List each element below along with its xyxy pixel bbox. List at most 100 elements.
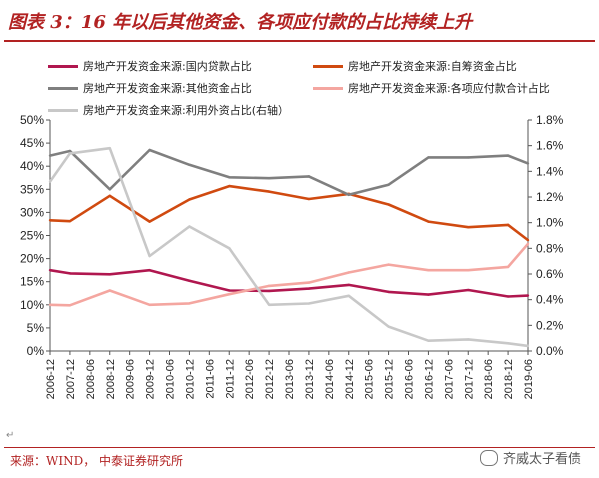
data-point: [526, 344, 530, 348]
legend-swatch: [48, 64, 78, 68]
x-tick-label: 2008-12: [105, 359, 117, 399]
x-tick-label: 2013-06: [284, 359, 296, 399]
data-point: [48, 219, 52, 222]
data-point: [188, 163, 191, 167]
legend-swatch: [48, 86, 78, 90]
data-point: [467, 156, 470, 159]
data-point: [347, 294, 350, 298]
line-chart: 0% 5% 10% 15% 20% 25% 30% 35% 40% 45% 50% 0.0% 0.2% 0…: [20, 113, 564, 399]
data-point: [267, 177, 271, 180]
data-point: [387, 183, 390, 186]
data-point: [228, 292, 231, 296]
data-point: [48, 180, 52, 183]
x-tick-label: 2016-12: [423, 359, 435, 399]
legend-item-self-raised: 房地产开发资金来源:自筹资金占比: [313, 58, 517, 74]
data-point: [526, 294, 530, 297]
data-point: [188, 198, 191, 201]
legend-label: 房地产开发资金来源:利用外资占比(右轴）: [83, 104, 289, 117]
left-tick-label: 45%: [20, 136, 44, 150]
data-point: [526, 162, 530, 165]
data-point: [467, 288, 470, 292]
data-point: [228, 176, 231, 179]
data-point: [506, 295, 510, 298]
data-point: [48, 154, 52, 157]
left-tick-label: 15%: [20, 275, 44, 289]
watermark-text: 齐威太子看债: [503, 452, 582, 467]
legend-item-domestic-loans: 房地产开发资金来源:国内贷款占比: [48, 58, 252, 74]
data-point: [188, 225, 191, 228]
left-tick-label: 40%: [20, 159, 44, 173]
right-tick-label: 0.0%: [536, 344, 564, 358]
data-point: [427, 268, 430, 272]
data-point: [347, 271, 350, 274]
x-tick-label: 2015-06: [364, 359, 376, 399]
legend-label: 房地产开发资金来源:各项应付款合计占比: [348, 82, 550, 95]
data-point: [267, 303, 271, 306]
x-tick-label: 2017-12: [463, 359, 475, 399]
data-point: [68, 152, 72, 155]
legend-item-other-funds: 房地产开发资金来源:其他资金占比: [48, 80, 252, 96]
x-tick-label: 2012-06: [244, 359, 256, 399]
data-point: [68, 304, 72, 307]
x-tick-label: 2012-12: [264, 359, 276, 399]
right-tick-label: 1.8%: [536, 113, 564, 127]
x-tick-label: 2009-06: [125, 359, 137, 399]
x-tick-label: 2018-12: [503, 359, 515, 399]
paragraph-mark: ↵: [6, 430, 15, 441]
left-tick-label: 30%: [20, 205, 44, 219]
legend-item-payables: 房地产开发资金来源:各项应付款合计占比: [313, 80, 550, 96]
legend-swatch: [313, 64, 343, 68]
x-tick-label: 2009-12: [145, 359, 157, 399]
data-point: [148, 148, 151, 152]
data-point: [108, 188, 111, 191]
data-point: [48, 268, 52, 272]
data-point: [108, 273, 111, 276]
series-line-0: [49, 268, 529, 298]
x-tick-label: 2011-06: [204, 359, 216, 399]
data-point: [307, 281, 311, 284]
x-tick-label: 2018-06: [483, 359, 495, 399]
series-line-4: [48, 146, 529, 348]
data-point: [387, 325, 390, 328]
data-point: [467, 338, 470, 341]
legend-label: 房地产开发资金来源:国内贷款占比: [83, 60, 252, 73]
data-point: [387, 263, 390, 266]
data-point: [347, 283, 350, 287]
data-point: [307, 302, 311, 305]
data-point: [307, 287, 311, 290]
x-tick-label: 2008-06: [85, 359, 97, 399]
right-tick-label: 0.8%: [536, 241, 564, 255]
wechat-icon: [480, 449, 498, 466]
data-point: [267, 289, 271, 293]
data-point: [188, 279, 191, 282]
legend-swatch: [48, 108, 78, 112]
legend-swatch: [313, 86, 343, 90]
x-tick-label: 2019-06: [523, 359, 535, 399]
right-tick-label: 0.6%: [536, 267, 564, 281]
left-tick-label: 50%: [20, 113, 44, 127]
right-tick-label: 0.4%: [536, 293, 564, 307]
right-tick-label: 0.2%: [536, 318, 564, 332]
data-point: [467, 268, 470, 272]
data-point: [228, 184, 231, 188]
data-point: [427, 339, 430, 342]
series-line-2: [49, 148, 529, 197]
data-point: [228, 289, 231, 292]
data-point: [506, 342, 510, 345]
right-tick-label: 1.0%: [536, 216, 564, 230]
data-point: [148, 220, 151, 223]
data-point: [506, 223, 510, 227]
source-note: 来源：WIND， 中泰证券研究所: [10, 454, 184, 468]
data-point: [347, 193, 350, 197]
legend-item-foreign-capital: 房地产开发资金来源:利用外资占比(右轴）: [48, 102, 289, 118]
title-divider: [4, 40, 595, 42]
data-point: [68, 219, 72, 223]
data-point: [307, 175, 311, 178]
data-point: [188, 302, 191, 305]
data-point: [387, 290, 390, 294]
data-point: [526, 238, 530, 242]
data-point: [148, 303, 151, 306]
data-point: [108, 289, 111, 292]
data-point: [267, 190, 271, 193]
data-point: [48, 303, 52, 306]
